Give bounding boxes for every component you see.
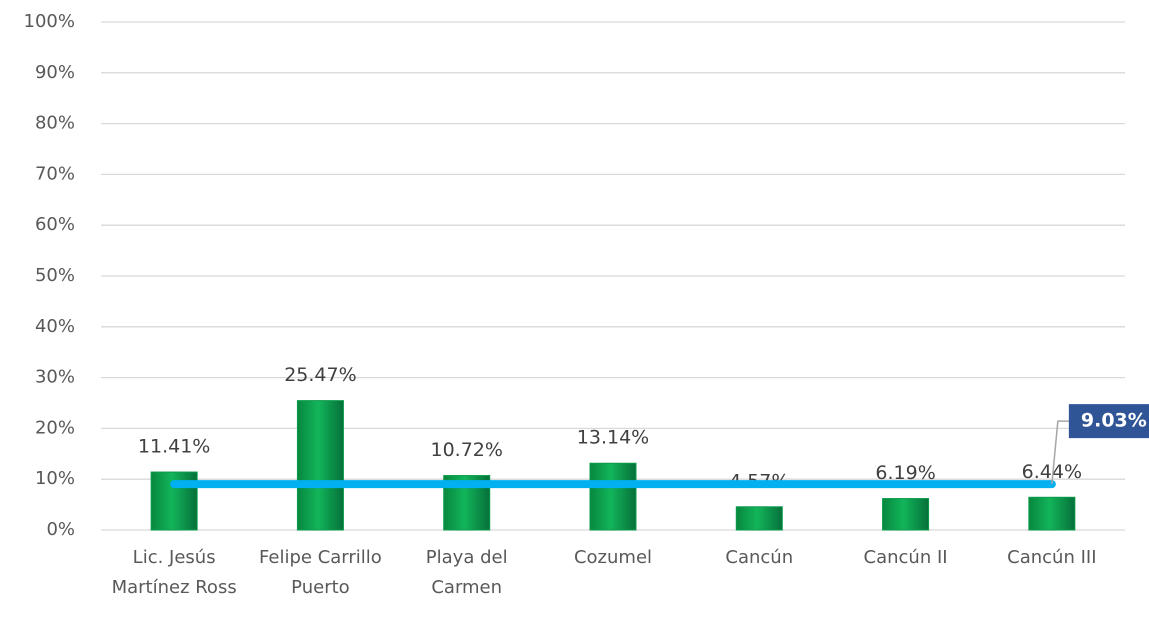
callout-connector [1051, 420, 1069, 485]
y-tick-label: 20% [35, 417, 75, 438]
y-tick-label: 0% [46, 519, 75, 540]
data-label: 11.41% [138, 436, 210, 458]
average-label: 9.03% [1081, 410, 1147, 432]
x-tick-label: Cancún III [1007, 547, 1097, 568]
data-label: 6.19% [875, 462, 935, 484]
y-tick-label: 80% [35, 113, 75, 134]
y-tick-label: 10% [35, 468, 75, 489]
bar [882, 498, 930, 531]
y-tick-label: 100% [24, 11, 75, 32]
y-tick-label: 70% [35, 163, 75, 184]
x-tick-label: Lic. Jesús Martínez Ross [111, 547, 237, 598]
bar [735, 506, 783, 531]
bar [589, 462, 637, 531]
x-tick-label: Cancún [725, 547, 794, 568]
y-tick-label: 50% [35, 265, 75, 286]
y-tick-label: 30% [35, 367, 75, 388]
y-tick-label: 60% [35, 214, 75, 235]
data-label: 6.44% [1022, 461, 1082, 483]
x-tick-label: Cancún II [863, 547, 948, 568]
y-tick-label: 40% [35, 316, 75, 337]
x-tick-label: Cozumel [573, 547, 653, 568]
bar [296, 400, 344, 531]
average-label-box [1068, 404, 1149, 439]
y-tick-label: 90% [35, 62, 75, 83]
data-label: 10.72% [430, 439, 502, 461]
x-tick-label: Felipe Carrillo Puerto [259, 547, 382, 598]
data-label: 25.47% [284, 364, 356, 386]
x-tick-label: Playa del Carmen [425, 547, 508, 598]
bar [1028, 496, 1076, 531]
data-label: 13.14% [577, 427, 649, 449]
